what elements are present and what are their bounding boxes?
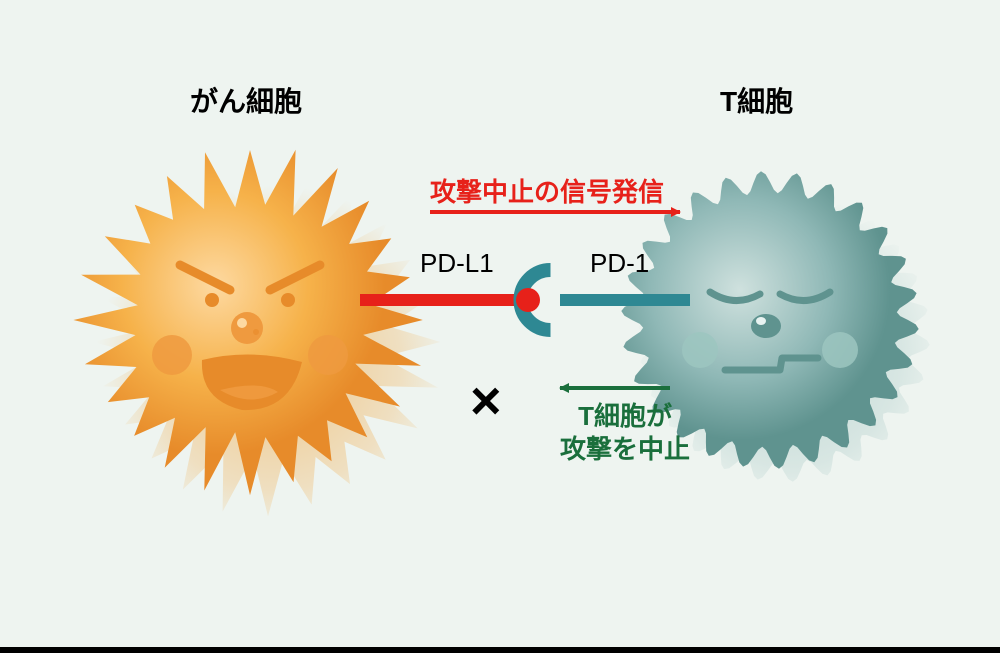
- stop-line-1: T細胞が: [578, 401, 672, 431]
- bottom-border: [0, 647, 1000, 653]
- attack-stop-label: T細胞が 攻撃を中止: [560, 400, 690, 465]
- signal-label: 攻撃中止の信号発信: [430, 172, 664, 209]
- pd-l1-label: PD-L1: [420, 248, 494, 279]
- pd-1-label: PD-1: [590, 248, 649, 279]
- x-mark: ×: [470, 370, 502, 432]
- t-cell-label: T細胞: [720, 80, 793, 120]
- diagram-svg: [0, 0, 1000, 653]
- pd-l1-ligand-dot: [516, 288, 540, 312]
- diagram-stage: がん細胞 T細胞 攻撃中止の信号発信 PD-L1 PD-1 × T細胞が 攻撃を…: [0, 0, 1000, 653]
- cancer-cell-label: がん細胞: [190, 80, 302, 120]
- stop-line-2: 攻撃を中止: [560, 434, 690, 464]
